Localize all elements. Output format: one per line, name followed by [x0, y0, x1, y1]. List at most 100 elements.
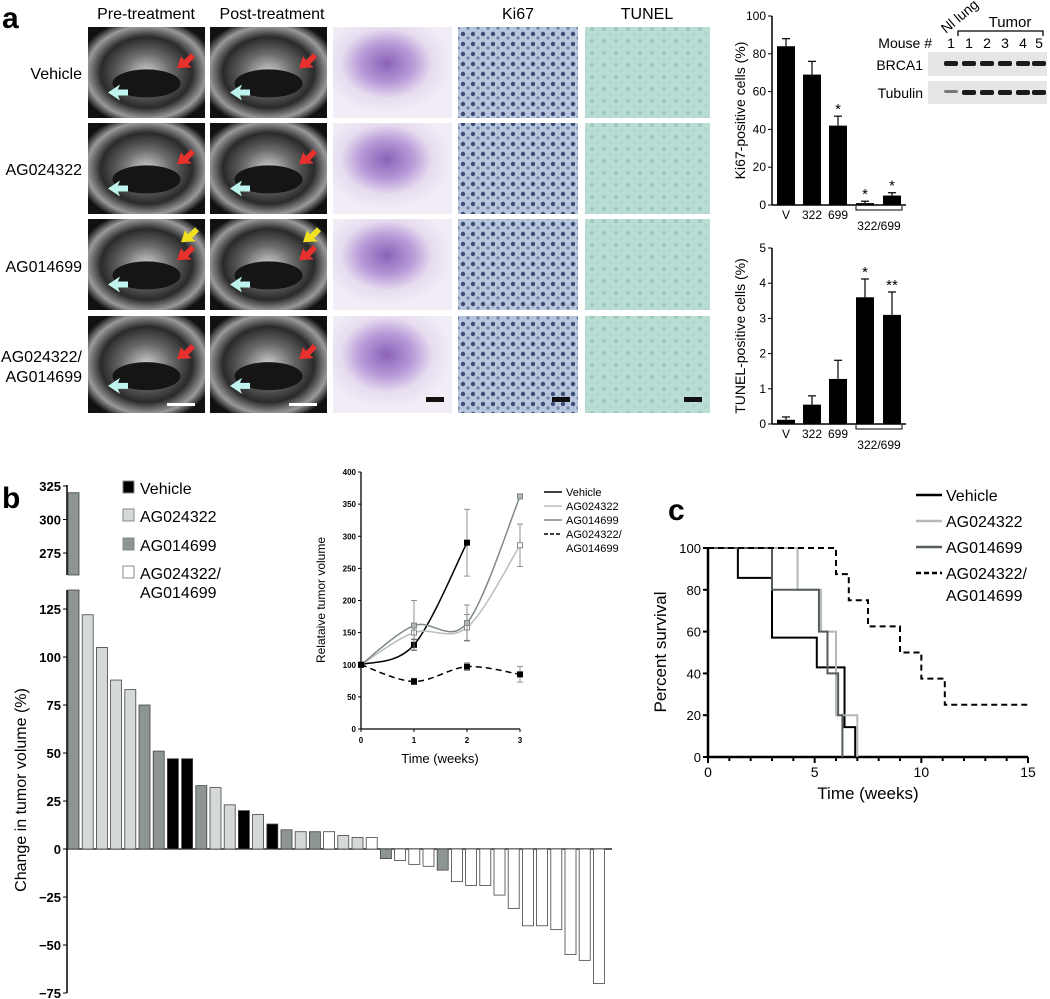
- waterfall-bar: [337, 835, 350, 850]
- data-marker: [464, 619, 470, 626]
- y-tick-label: 0: [759, 198, 766, 212]
- category-label: 322: [802, 208, 822, 222]
- y-axis-label: Ki67-positive cells (%): [732, 42, 748, 180]
- cyan-arrow-icon: [108, 84, 128, 101]
- y-axis-label: Relataive tumor volume: [314, 537, 328, 663]
- cyan-arrow-icon: [230, 377, 250, 394]
- category-label: 322/699: [857, 438, 901, 452]
- y-tick-label: 5: [759, 241, 766, 255]
- x-tick-label: 2: [465, 736, 470, 745]
- he-stain-image: [333, 316, 452, 413]
- waterfall-bar: [223, 804, 236, 850]
- legend-label: Vehicle: [566, 487, 601, 499]
- yellow-arrow-icon: [181, 227, 199, 243]
- brca1-band: [962, 61, 976, 66]
- data-marker: [517, 671, 523, 678]
- waterfall-bar: [379, 848, 392, 860]
- lung-shadow: [112, 69, 181, 98]
- y-tick-label: −25: [39, 890, 61, 905]
- legend-label: Vehicle: [946, 488, 998, 505]
- row-label-combo-line2: AG014699: [5, 369, 82, 386]
- blot-tumor-label: Tumor: [989, 14, 1032, 31]
- y-tick-label: 300: [343, 532, 357, 541]
- tunel-stain-image: [585, 27, 710, 118]
- significance-marker: *: [889, 178, 895, 195]
- lung-shadow: [112, 362, 181, 391]
- waterfall-bar: [465, 848, 478, 886]
- category-label: V: [782, 427, 790, 441]
- scale-bar: [552, 397, 570, 402]
- y-tick-label: 40: [687, 666, 701, 681]
- waterfall-bar: [308, 831, 321, 850]
- waterfall-bar: [351, 837, 364, 850]
- waterfall-bar: [394, 848, 407, 861]
- data-marker: [411, 678, 417, 685]
- ki67-bar-chart: 0 20 40 60 80 100 V 322 * 699 * * 322/699 Ki67-positi…: [732, 9, 906, 233]
- column-header-ki67: Ki67: [502, 6, 534, 23]
- significance-marker: *: [835, 101, 841, 118]
- red-arrow-icon: [299, 53, 317, 69]
- series-line: [360, 664, 521, 683]
- cyan-arrow-icon: [108, 377, 128, 394]
- legend-label: Vehicle: [140, 481, 192, 498]
- y-tick-label: 300: [39, 513, 61, 528]
- waterfall-bar: [593, 848, 605, 984]
- mri-pre-treatment-image: [88, 123, 205, 214]
- blot-lane-number: 2: [983, 35, 991, 51]
- he-stain-image: [333, 219, 452, 310]
- bar: [777, 419, 795, 424]
- column-header-tunel: TUNEL: [621, 6, 674, 23]
- lung-shadow: [234, 165, 303, 194]
- y-tick-label: 0: [759, 417, 766, 431]
- y-tick-label: 400: [343, 468, 357, 477]
- bar: [856, 297, 874, 424]
- waterfall-bar: [422, 848, 435, 867]
- legend-label: AG014699: [946, 540, 1023, 557]
- y-tick-label: 3: [759, 311, 766, 325]
- series-line: [360, 496, 521, 666]
- brca1-band: [1032, 61, 1046, 66]
- waterfall-bar: [252, 814, 265, 850]
- y-tick-label: 20: [753, 160, 767, 174]
- waterfall-bar: [536, 848, 548, 927]
- lung-shadow: [234, 261, 303, 290]
- waterfall-bar: [166, 758, 179, 850]
- y-tick-label: 50: [347, 693, 356, 702]
- waterfall-bar: [365, 837, 378, 850]
- mri-pre-treatment-image: [88, 316, 205, 413]
- cyan-arrow-icon: [230, 84, 250, 101]
- waterfall-bar: [96, 647, 108, 850]
- data-marker: [517, 542, 523, 549]
- data-marker: [464, 663, 470, 670]
- he-stain-image: [333, 123, 452, 214]
- red-arrow-icon: [299, 245, 317, 261]
- bar: [883, 314, 901, 424]
- significance-marker: **: [886, 277, 898, 294]
- y-tick-label: 100: [343, 661, 357, 670]
- lung-shadow: [112, 261, 181, 290]
- legend-label: AG024322/: [946, 566, 1028, 583]
- mri-post-treatment-image: [210, 123, 327, 214]
- waterfall-bar: [195, 785, 208, 850]
- group-bracket: [855, 425, 903, 430]
- bar: [883, 195, 901, 205]
- red-arrow-icon: [299, 344, 317, 360]
- red-arrow-icon: [299, 149, 317, 165]
- blot-lane-number: 3: [1001, 35, 1009, 51]
- cyan-arrow-icon: [108, 276, 128, 293]
- y-tick-label: 2: [759, 347, 766, 361]
- waterfall-bar: [181, 758, 194, 850]
- waterfall-bar: [507, 848, 520, 909]
- y-axis-label: TUNEL-positive cells (%): [732, 258, 748, 414]
- mri-pre-treatment-image: [88, 219, 205, 310]
- category-label: 699: [828, 208, 848, 222]
- survival-curve: [708, 547, 844, 757]
- y-tick-label: 325: [39, 479, 61, 494]
- row-label-combo-line1: AG024322/: [1, 349, 83, 366]
- y-axis-label: Change in tumor volume (%): [13, 688, 30, 892]
- y-tick-label: 100: [679, 541, 701, 556]
- image-grid: [88, 27, 710, 413]
- y-tick-label: 275: [39, 546, 61, 561]
